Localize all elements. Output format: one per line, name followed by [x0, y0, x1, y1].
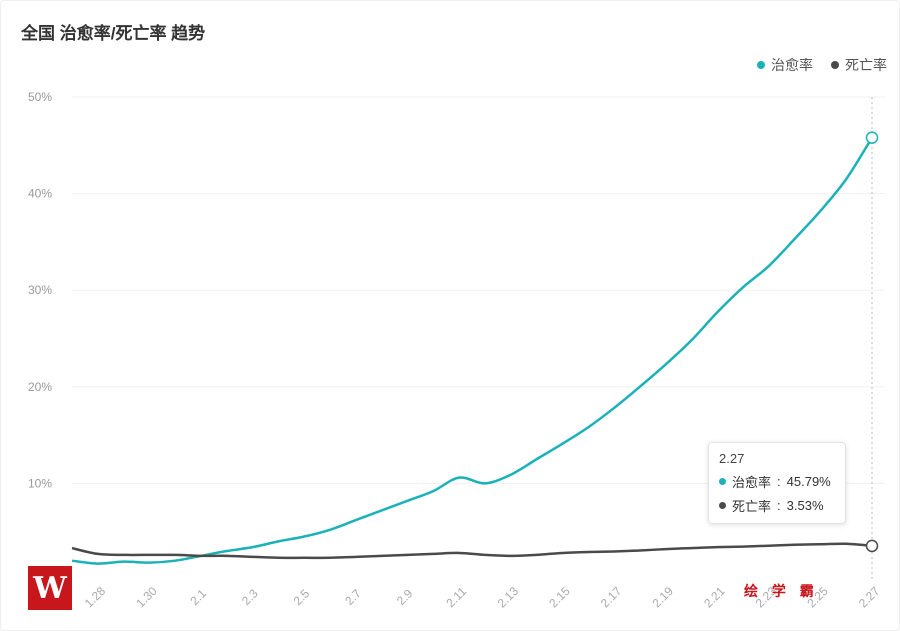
x-tick-label: 2.5	[291, 586, 313, 608]
death-last-point	[865, 539, 879, 553]
x-tick-label: 1.30	[133, 584, 160, 611]
legend-item-death[interactable]: 死亡率	[831, 55, 887, 75]
tooltip-date: 2.27	[719, 451, 745, 466]
y-tick-label: 30%	[28, 283, 52, 297]
legend-death-label: 死亡率	[845, 57, 887, 73]
watermark: 绘 学 霸	[744, 583, 819, 599]
y-tick-label: 10%	[28, 476, 52, 490]
x-tick-label: 2.21	[701, 584, 728, 611]
x-tick-label: 2.17	[598, 584, 625, 611]
tooltip-cure-value: 45.79%	[786, 474, 831, 489]
tooltip-cure-dot-icon	[719, 478, 726, 485]
tooltip-row-cure: 治愈率: 45.79%	[719, 472, 835, 491]
y-tick-label: 40%	[28, 187, 52, 201]
x-tick-label: 2.7	[342, 586, 364, 608]
series-line-death	[71, 542, 873, 560]
x-tick-label: 2.19	[650, 584, 677, 611]
x-tick-label: 2.9	[394, 586, 416, 608]
legend-cure-dot-icon	[757, 61, 765, 69]
tooltip-death-dot-icon	[719, 502, 726, 509]
x-tick-label: 2.15	[546, 584, 573, 611]
y-tick-label: 20%	[28, 380, 52, 394]
legend: 治愈率 死亡率	[757, 55, 887, 75]
legend-death-dot-icon	[831, 61, 839, 69]
x-tick-label: 2.11	[443, 584, 469, 610]
x-tick-label: 2.3	[239, 586, 261, 608]
x-tick-label: 2.27	[856, 584, 883, 611]
tooltip-row-death: 死亡率: 3.53%	[719, 496, 835, 515]
logo: W	[28, 566, 72, 610]
tooltip-cure-name: 治愈率	[732, 475, 772, 490]
tooltip: 2.27 治愈率: 45.79% 死亡率: 3.53%	[708, 442, 846, 524]
cure-last-point	[865, 131, 879, 144]
x-tick-label: 2.1	[187, 586, 209, 608]
legend-cure-label: 治愈率	[771, 57, 813, 73]
tooltip-death-name: 死亡率	[732, 499, 772, 514]
x-tick-label: 2.13	[495, 584, 522, 611]
legend-item-cure[interactable]: 治愈率	[757, 55, 813, 75]
chart-title: 全国 治愈率/死亡率 趋势	[21, 24, 206, 43]
y-tick-label: 50%	[28, 90, 52, 104]
tooltip-death-value: 3.53%	[786, 498, 824, 513]
x-tick-label: 1.28	[82, 584, 109, 611]
